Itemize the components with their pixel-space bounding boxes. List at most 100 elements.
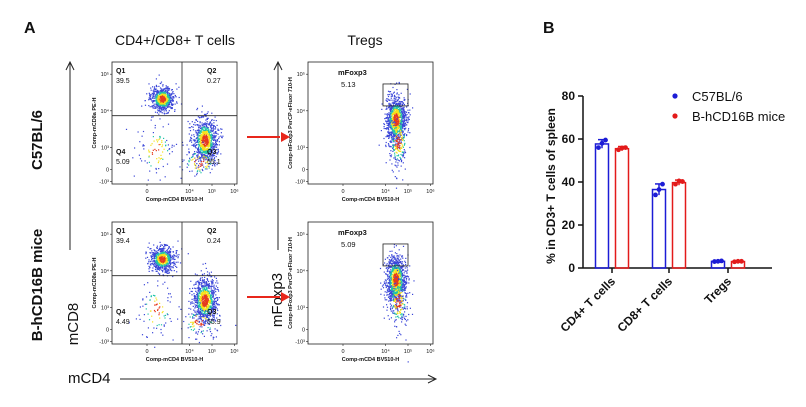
plot-frame (308, 62, 433, 184)
plot-x-tick-label: 10⁶ (426, 188, 434, 195)
data-point (657, 187, 662, 192)
plot-x-tick-label: 10⁴ (185, 348, 194, 355)
quadrant-label: Q3 (207, 309, 216, 316)
flow-plot-hcd16b-tregs: Comp-mFoxp3 PerCP-eFluor 710-H Comp-mCD4 … (288, 222, 435, 363)
plot-y-tick-label: 10⁵ (297, 231, 305, 238)
quadrant-label: Q1 (116, 228, 125, 235)
plot-x-tick-label: 10⁵ (404, 188, 412, 195)
bar-c57bl-6 (596, 144, 609, 268)
data-point (653, 193, 658, 198)
plot-y-tick-label: -10³ (99, 180, 109, 186)
quadrant-label: Q2 (207, 68, 216, 75)
quadrant-value: 39.4 (116, 238, 130, 245)
plot-x-tick-label: 10⁶ (230, 188, 238, 195)
plot-y-tick-label: -10³ (99, 340, 109, 346)
gate-value: 5.09 (341, 240, 356, 249)
plot-y-tick-label: 10³ (297, 145, 305, 151)
plot-y-tick-label: 0 (302, 167, 305, 173)
panel-a-letter: A (24, 20, 36, 37)
bar-c57bl-6 (653, 190, 666, 268)
quadrant-value: 0.24 (207, 238, 221, 245)
bar-b-hcd16b-mice (616, 149, 629, 268)
plot-x-tick-label: 10⁵ (404, 348, 412, 355)
plot-x-tick-label: 0 (145, 349, 148, 355)
mcd8-axis-arrow (66, 62, 74, 250)
legend-label: B-hCD16B mice (692, 109, 785, 124)
plot-y-axis-title: Comp-mCD8a PE-H (92, 257, 98, 308)
gate-label: mFoxp3 (338, 68, 367, 77)
plot-y-axis-title: Comp-mFoxp3 PerCP-eFluor 710-H (288, 77, 294, 169)
quadrant-value: 4.49 (116, 319, 130, 326)
plot-y-tick-label: -10³ (295, 180, 305, 186)
mfoxp3-axis-arrow (274, 62, 282, 250)
plot-y-tick-label: 10⁴ (101, 268, 110, 275)
plot-x-tick-label: 0 (341, 189, 344, 195)
plot-x-tick-label: 10⁴ (381, 348, 390, 355)
plot-y-tick-label: 10³ (297, 305, 305, 311)
x-axis-label-mcd4: mCD4 (68, 370, 111, 387)
y-tick-label: 60 (562, 132, 576, 146)
x-tick-label: CD8+ T cells (615, 274, 676, 335)
plot-y-axis-title: Comp-mFoxp3 PerCP-eFluor 710-H (288, 237, 294, 329)
x-tick-label: CD4+ T cells (558, 274, 619, 335)
quadrant-label: Q2 (207, 228, 216, 235)
plot-x-axis-title: Comp-mCD4 BV510-H (342, 357, 399, 363)
plot-y-tick-label: 10⁴ (297, 108, 306, 115)
row-label-hcd16b: B-hCD16B mice (29, 229, 46, 342)
legend-marker (672, 93, 677, 98)
plot-x-tick-label: 0 (341, 349, 344, 355)
plot-x-tick-label: 10⁴ (185, 188, 194, 195)
flow-cytometry-plots: Comp-mCD8a PE-H Comp-mCD4 BV510-H 10⁵ 10⁴ 10… (92, 62, 435, 363)
y-tick-label: 0 (568, 261, 575, 275)
plot-y-tick-label: 10⁵ (101, 71, 109, 78)
data-point (680, 179, 685, 184)
plot-events (380, 244, 415, 363)
plot-y-tick-label: 0 (106, 167, 109, 173)
plot-y-tick-label: 10⁵ (297, 71, 305, 78)
y-axis-label-mcd8: mCD8 (65, 303, 82, 346)
data-point (660, 182, 665, 187)
plot-y-tick-label: 10³ (101, 305, 109, 311)
quadrant-value: 5.09 (116, 159, 130, 166)
x-tick-label: Tregs (702, 274, 735, 307)
flow-plot-c57-cd4cd8: Comp-mCD8a PE-H Comp-mCD4 BV510-H 10⁵ 10⁴ 10… (92, 62, 239, 203)
gate-label: mFoxp3 (338, 228, 367, 237)
quadrant-value: 0.27 (207, 78, 221, 85)
plot-x-tick-label: 10⁴ (381, 188, 390, 195)
plot-x-axis-title: Comp-mCD4 BV510-H (342, 197, 399, 203)
quadrant-label: Q4 (116, 309, 125, 316)
data-point (596, 145, 601, 150)
data-point (739, 259, 744, 264)
bar-b-hcd16b-mice (673, 183, 686, 268)
legend-label: C57BL/6 (692, 89, 743, 104)
plot-events (129, 241, 237, 348)
plot-x-tick-label: 0 (145, 189, 148, 195)
plot-y-tick-label: 10⁴ (101, 108, 110, 115)
plot-y-tick-label: 0 (302, 327, 305, 333)
plot-frame (308, 222, 433, 344)
col-title-tregs: Tregs (347, 32, 382, 48)
quadrant-value: 55.1 (207, 159, 221, 166)
plot-y-tick-label: 10³ (101, 145, 109, 151)
quadrant-value: 55.9 (207, 319, 221, 326)
plot-x-axis-title: Comp-mCD4 BV510-H (146, 357, 203, 363)
plot-x-tick-label: 10⁶ (426, 348, 434, 355)
data-point (719, 259, 724, 264)
flow-plot-c57-tregs: Comp-mFoxp3 PerCP-eFluor 710-H Comp-mCD4 … (288, 62, 435, 203)
y-tick-label: 40 (562, 175, 576, 189)
mcd4-axis-arrow (120, 375, 436, 383)
y-axis-title: % in CD3+ T cells of spleen (544, 108, 558, 264)
plot-x-tick-label: 10⁶ (230, 348, 238, 355)
legend-marker (672, 113, 677, 118)
data-point (623, 145, 628, 150)
plot-x-axis-title: Comp-mCD4 BV510-H (146, 197, 203, 203)
panel-b-letter: B (543, 20, 555, 37)
data-point (603, 138, 608, 143)
row-label-c57: C57BL/6 (29, 110, 46, 170)
plot-y-axis-title: Comp-mCD8a PE-H (92, 97, 98, 148)
red-arrow-top (247, 132, 290, 142)
